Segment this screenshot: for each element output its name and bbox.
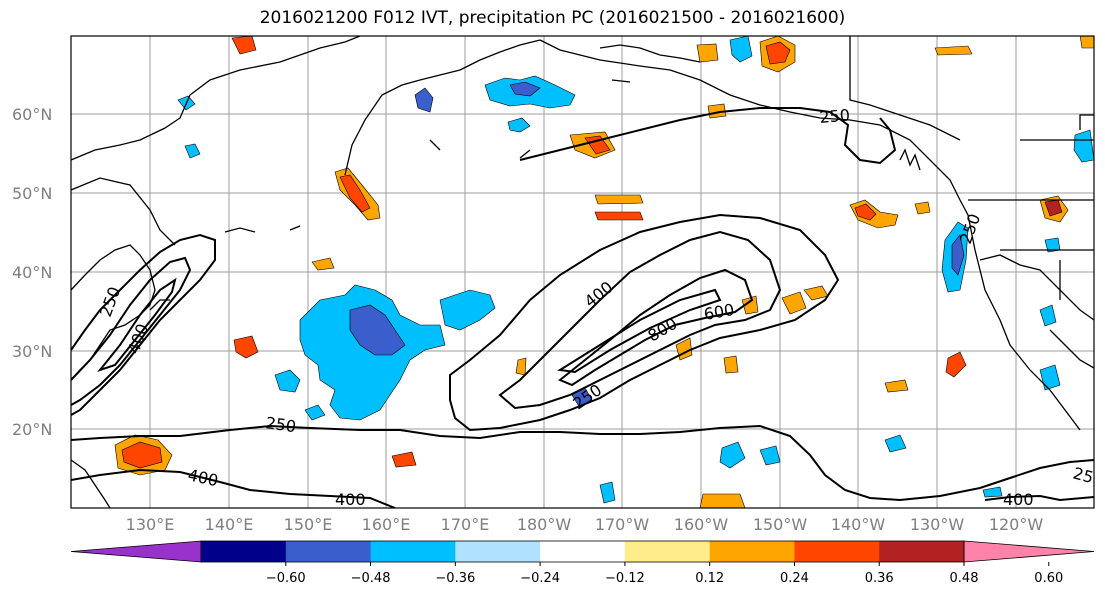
lon-label: 130°E: [126, 515, 175, 534]
contour-label: 250: [264, 413, 297, 436]
lon-label: 170°E: [441, 515, 490, 534]
lon-label: 150°E: [284, 515, 333, 534]
colorbar-box: [624, 541, 711, 562]
colorbar-tick-label: 0.12: [695, 571, 724, 586]
lon-label: 140°E: [205, 515, 254, 534]
colorbar-box: [794, 541, 880, 562]
colorbar-box: [201, 541, 287, 562]
colorbar: −0.60 −0.48 −0.36 −0.24 −0.12 0.12 0.24 0.36 0.4…: [70, 540, 1095, 586]
colorbar-box: [285, 541, 372, 562]
lon-label: 150°W: [753, 515, 808, 534]
colorbar-tick-label: −0.60: [266, 571, 306, 586]
lon-label: 180°W: [517, 515, 572, 534]
precipitation-shading: [114, 36, 1094, 508]
colorbar-tick-label: 0.24: [780, 571, 809, 586]
colorbar-extension-low: [70, 540, 202, 563]
lon-label: 160°W: [674, 515, 729, 534]
longitude-labels: 130°E 140°E 150°E 160°E 170°E 180°W 170°…: [126, 515, 1044, 534]
colorbar-tick-label: 0.48: [950, 571, 979, 586]
colorbar-tick-label: −0.12: [605, 571, 645, 586]
colorbar-tick-label: −0.36: [435, 571, 475, 586]
lon-label: 170°W: [595, 515, 650, 534]
lat-label: 50°N: [12, 184, 52, 203]
map-frame: [70, 35, 1095, 509]
colorbar-box: [709, 541, 795, 562]
colorbar-box: [879, 541, 965, 562]
colorbar-box: [540, 541, 626, 562]
contour-label: 400: [335, 490, 366, 509]
colorbar-tick-label: −0.48: [351, 571, 391, 586]
lat-label: 40°N: [12, 263, 52, 282]
colorbar-box: [455, 541, 541, 562]
contour-label: 400: [1003, 490, 1034, 509]
lon-label: 160°E: [362, 515, 411, 534]
colorbar-tick-label: 0.60: [1034, 571, 1063, 586]
colorbar-tick-label: 0.36: [865, 571, 894, 586]
colorbar-outline: [200, 540, 965, 563]
contour-label: 250: [1071, 464, 1105, 490]
ivt-contours: [71, 107, 1094, 508]
colorbar-box: [370, 541, 456, 562]
latitude-labels: 60°N 50°N 40°N 30°N 20°N: [12, 105, 52, 439]
lon-label: 120°W: [989, 515, 1044, 534]
colorbar-tick-label: −0.24: [520, 571, 560, 586]
lat-label: 30°N: [12, 342, 52, 361]
contour-label: 250: [819, 105, 851, 127]
lat-label: 60°N: [12, 105, 52, 124]
lon-label: 130°W: [910, 515, 965, 534]
lon-label: 140°W: [831, 515, 886, 534]
lat-label: 20°N: [12, 420, 52, 439]
map-title: 2016021200 F012 IVT, precipitation PC (2…: [259, 8, 846, 28]
colorbar-extension-high: [963, 540, 1095, 563]
